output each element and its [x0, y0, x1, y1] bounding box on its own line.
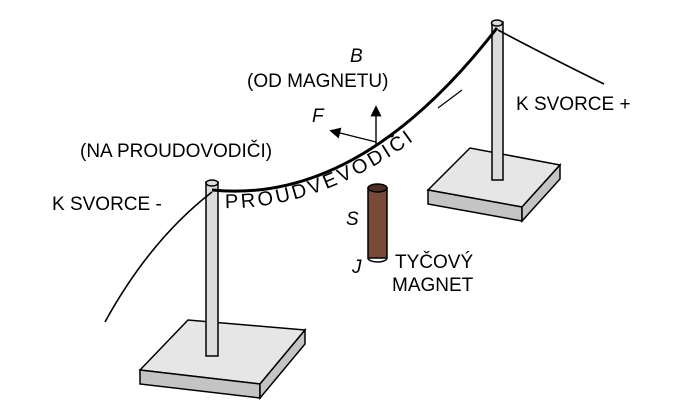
magnet-top	[367, 183, 388, 193]
f-symbol: F	[312, 106, 325, 127]
terminal-minus-label: K SVORCE -	[52, 194, 162, 215]
pole-j-label: J	[351, 257, 362, 278]
left-pole	[205, 181, 219, 357]
magnet-label-line1: TYČOVÝ	[395, 251, 473, 273]
f-target-label: (NA PROUDOVODIČI)	[80, 140, 272, 162]
lead-wire-plus	[497, 29, 605, 85]
b-source-label: (OD MAGNETU)	[247, 71, 388, 92]
right-pole	[491, 21, 504, 181]
b-symbol: B	[350, 46, 363, 67]
left-base-side	[259, 327, 306, 401]
f-vector-arrow	[329, 127, 377, 143]
conductor-wire-tick	[437, 89, 463, 109]
magnet-body	[367, 187, 388, 259]
conductor-label-path: PROUDVEVODIČI	[225, 125, 416, 213]
right-stand	[426, 19, 562, 223]
lead-wire-minus	[104, 191, 213, 323]
magnet-bottom	[367, 257, 388, 263]
conductor-label: PROUDVEVODIČI	[225, 125, 419, 213]
conductor-wire	[211, 27, 499, 193]
left-stand	[138, 179, 307, 401]
right-pole-cap	[490, 19, 504, 27]
magnet-label-line2: MAGNET	[392, 275, 474, 296]
pole-s-label: S	[346, 209, 359, 230]
bar-magnet	[367, 183, 388, 263]
right-base-side	[521, 163, 561, 223]
left-pole-cap	[205, 179, 219, 187]
terminal-plus-label: K SVORCE +	[516, 94, 631, 115]
